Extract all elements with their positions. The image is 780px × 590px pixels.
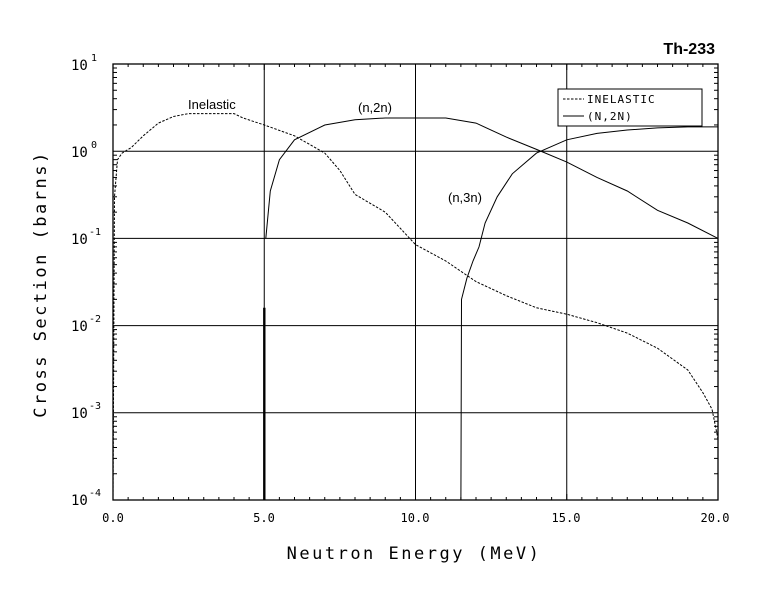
series-inelastic: [112, 113, 719, 501]
plot-frame: [112, 63, 719, 501]
y-tick-label: 10 -2: [71, 314, 101, 335]
svg-text:0: 0: [91, 140, 97, 151]
svg-text:-4: -4: [89, 488, 101, 499]
svg-text:10: 10: [71, 58, 88, 74]
legend-box: [557, 88, 703, 127]
annotation-n2n: (n,2n): [358, 100, 392, 115]
y-tick-label: 10 -4: [71, 488, 101, 509]
grid-lines: [113, 64, 718, 500]
axis-ticks: [112, 64, 719, 500]
x-tick-label: 20.0: [701, 511, 730, 525]
x-tick-label: 0.0: [102, 511, 124, 525]
annotation-n3n: (n,3n): [448, 190, 482, 205]
svg-text:-2: -2: [89, 314, 101, 325]
svg-text:-1: -1: [89, 227, 101, 238]
legend: INELASTIC (N,2N): [557, 88, 703, 127]
legend-label-inelastic: INELASTIC: [587, 93, 656, 106]
svg-text:-3: -3: [89, 401, 101, 412]
chart-title: Th-233: [663, 41, 715, 58]
y-tick-label: 10 -3: [71, 401, 101, 422]
y-tick-label: 10 -1: [71, 227, 101, 248]
series-n-3n: [460, 126, 718, 501]
svg-text:10: 10: [71, 493, 88, 509]
y-tick-label: 10 0: [71, 140, 97, 161]
x-tick-label: 15.0: [552, 511, 581, 525]
svg-text:10: 10: [71, 406, 88, 422]
legend-label-n2n: (N,2N): [587, 110, 633, 123]
series-n-2n: [265, 117, 719, 239]
svg-text:10: 10: [71, 145, 88, 161]
x-tick-label: 5.0: [253, 511, 275, 525]
x-tick-label: 10.0: [401, 511, 430, 525]
annotation-inelastic: Inelastic: [188, 97, 236, 112]
series-lines: [112, 113, 719, 501]
svg-text:10: 10: [71, 319, 88, 335]
y-tick-label: 10 1: [71, 53, 97, 74]
x-axis-label: Neutron Energy (MeV): [287, 544, 542, 564]
svg-text:1: 1: [91, 53, 97, 64]
y-axis-label: Cross Section (barns): [31, 150, 51, 417]
svg-text:10: 10: [71, 232, 88, 248]
